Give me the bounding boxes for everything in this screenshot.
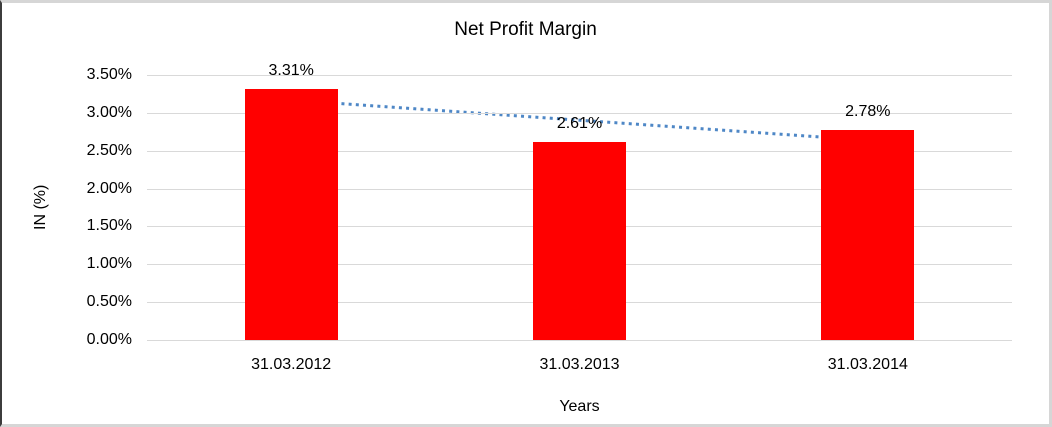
bar-31.03.2013 <box>533 142 626 340</box>
bar-data-label: 2.61% <box>556 115 603 133</box>
gridline <box>147 75 1012 76</box>
x-axis-tick-label: 31.03.2013 <box>539 356 620 373</box>
y-axis-tick-label: 3.00% <box>86 103 132 121</box>
x-axis-tick-label: 31.03.2012 <box>251 356 332 373</box>
y-axis-tick-label: 3.50% <box>86 66 132 83</box>
bar-31.03.2014 <box>821 129 915 340</box>
bar-data-label: 2.78% <box>845 102 891 120</box>
x-axis-title: Years <box>559 398 600 415</box>
y-axis-tick-label: 2.50% <box>86 141 132 159</box>
bar-31.03.2012 <box>244 89 338 340</box>
y-axis-tick-label: 0.00% <box>86 331 132 348</box>
gridline <box>147 340 1012 341</box>
trendline <box>291 98 868 142</box>
gridline <box>147 112 1012 114</box>
x-axis-tick-label: 31.03.2014 <box>827 356 908 373</box>
bar-data-label: 3.31% <box>268 62 314 80</box>
plot-area <box>147 75 1012 341</box>
y-axis-tick-label: 0.50% <box>86 293 132 311</box>
chart-title: Net Profit Margin <box>454 19 597 40</box>
y-axis-tick-label: 1.50% <box>86 217 132 235</box>
y-axis-tick-label: 2.00% <box>86 179 132 197</box>
y-axis-tick-label: 1.00% <box>86 255 132 273</box>
